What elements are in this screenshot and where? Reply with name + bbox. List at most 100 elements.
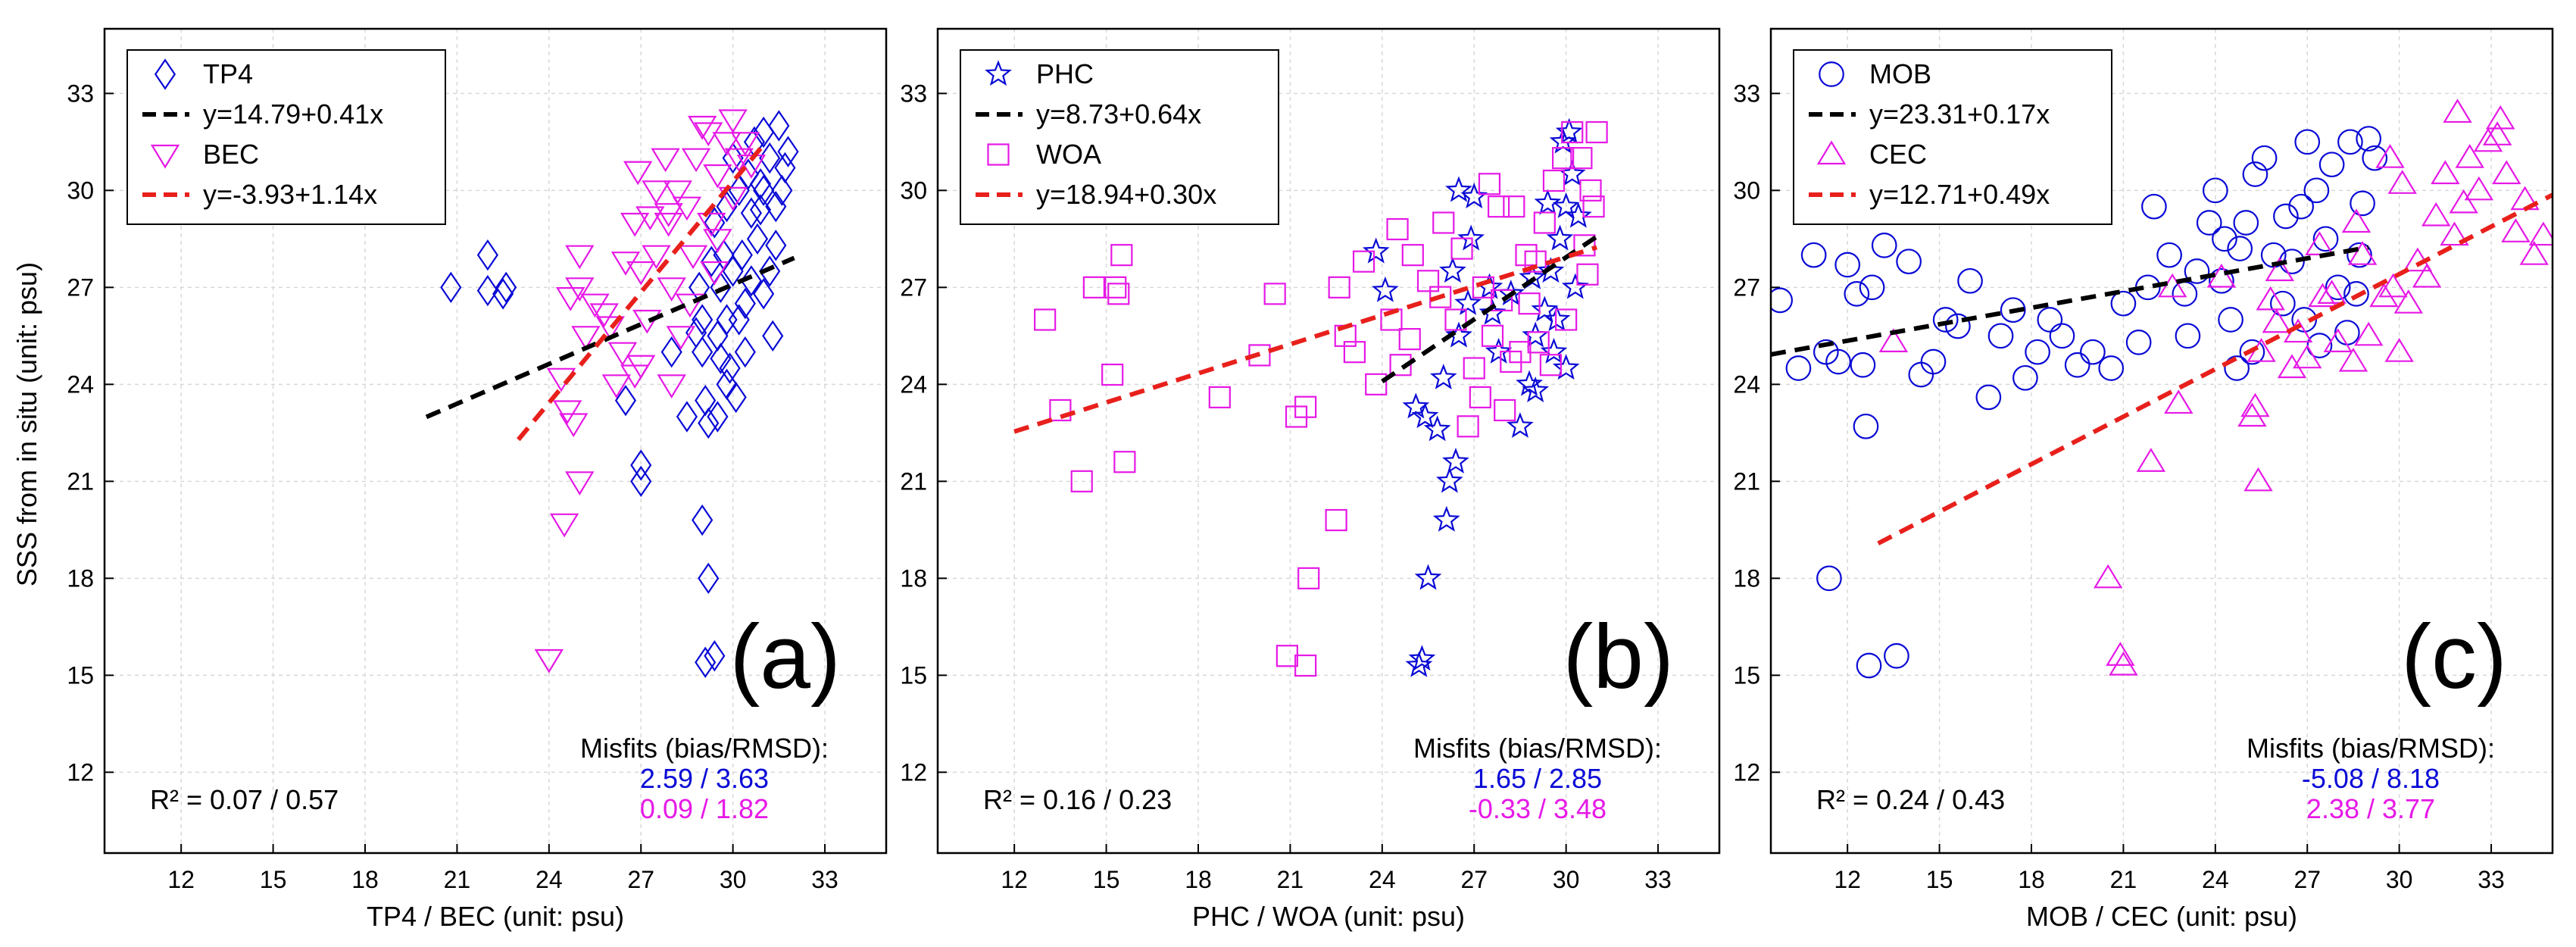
point-WOA [1457,415,1479,438]
x-axis-label: MOB / CEC (unit: psu) [2026,901,2297,932]
point-TP4 [707,320,729,352]
point-MOB [2049,323,2075,349]
point-CEC [2277,354,2307,379]
point-MOB [1853,413,1879,439]
plot-frame [103,27,888,855]
series-PHC [1362,117,1592,677]
point-MOB [2098,355,2125,381]
point-CEC [2412,263,2442,288]
point-MOB [2156,242,2182,268]
point-MOB [2303,177,2330,204]
y-tick-label: 27 [1733,273,1760,301]
legend-marker-PHC [985,60,1012,86]
point-CEC [2492,160,2521,185]
misfit-title: Misfits (bias/RMSD): [1413,733,1662,764]
point-WOA [1542,169,1566,192]
panel-1: 12 15 18 21 24 27 30 33 12 15 18 21 24 27 30 33 TP4 / BE… [67,27,888,932]
y-tick-label: 18 [1733,564,1760,592]
point-WOA [1082,276,1106,298]
point-MOB [2184,258,2210,284]
point-BEC [718,186,748,211]
y-tick-label: 30 [1733,177,1760,204]
point-TP4 [685,317,707,348]
point-MOB [2288,193,2314,220]
point-TP4 [704,640,726,672]
point-TP4 [753,174,775,207]
point-MOB [2080,339,2106,365]
y-tick-label: 33 [1733,80,1760,107]
point-BEC [697,212,726,237]
point-WOA [1401,244,1424,267]
point-MOB [2239,339,2265,365]
point-TP4 [630,449,652,481]
point-WOA [1444,308,1467,331]
point-CEC [2440,221,2469,246]
y-tick-label: 18 [900,564,927,592]
legend-marker-WOA [987,143,1010,166]
point-TP4 [746,223,769,255]
point-TP4 [695,384,717,417]
point-BEC [571,326,601,350]
point-BEC [657,374,686,398]
point-CEC [2455,144,2484,168]
x-tick-label: 15 [1926,866,1953,893]
misfit-title: Misfits (bias/RMSD): [2247,733,2495,764]
point-CEC [2308,283,2337,308]
point-CEC [2378,273,2408,298]
misfit-blue: 1.65 / 2.85 [1473,763,1602,794]
point-PHC [1561,273,1589,299]
x-tick-label: 18 [351,866,379,893]
fit-line [1381,234,1598,383]
point-PHC [1411,402,1439,429]
point-TP4 [759,255,781,287]
point-BEC [654,212,683,237]
point-TP4 [719,352,741,384]
point-CEC [2375,144,2405,168]
point-TP4 [692,336,713,368]
point-WOA [1561,120,1584,144]
point-CEC [2293,344,2322,369]
point-TP4 [768,110,790,142]
point-MOB [1816,565,1842,592]
point-TP4 [660,336,682,368]
legend-label: BEC [203,139,259,170]
point-BEC [657,277,686,302]
x-tick-label: 30 [2386,866,2413,893]
point-WOA [1276,645,1298,667]
point-MOB [2141,193,2167,220]
legend: MOB y=23.31+0.17x CEC y=12.71+0.49x [1793,49,2112,225]
point-MOB [2025,339,2050,365]
point-BEC [580,293,610,318]
point-MOB [2202,177,2228,204]
panel-label: (a) [729,606,841,708]
point-CEC [2164,389,2194,414]
point-PHC [1445,176,1472,202]
point-MOB [1834,252,1861,278]
y-tick-label: 30 [900,177,927,204]
panel-label: (c) [2401,606,2507,708]
point-BEC [565,471,595,495]
point-BEC [552,400,582,425]
point-WOA [1570,147,1593,170]
x-tick-label: 18 [2018,866,2045,893]
point-MOB [2196,210,2222,236]
x-axis-label: PHC / WOA (unit: psu) [1192,901,1465,932]
data-layer [1006,117,1608,677]
point-CEC [2464,176,2494,201]
point-TP4 [630,465,652,498]
point-PHC [1555,117,1583,144]
legend-fit-label: y=18.94+0.30x [1036,179,1216,210]
legend-fit-label: y=14.79+0.41x [203,98,383,130]
y-tick-label: 18 [67,564,94,592]
legend: PHC y=8.73+0.64x WOA y=18.94+0.30x [960,49,1279,225]
point-CEC [2240,392,2270,417]
point-BEC [589,303,619,328]
point-CEC [2317,280,2347,304]
point-TP4 [777,136,799,167]
point-TP4 [695,646,717,678]
point-PHC [1522,377,1550,403]
point-CEC [2338,347,2368,372]
r-squared: R² = 0.07 / 0.57 [150,784,339,815]
point-TP4 [692,504,713,536]
